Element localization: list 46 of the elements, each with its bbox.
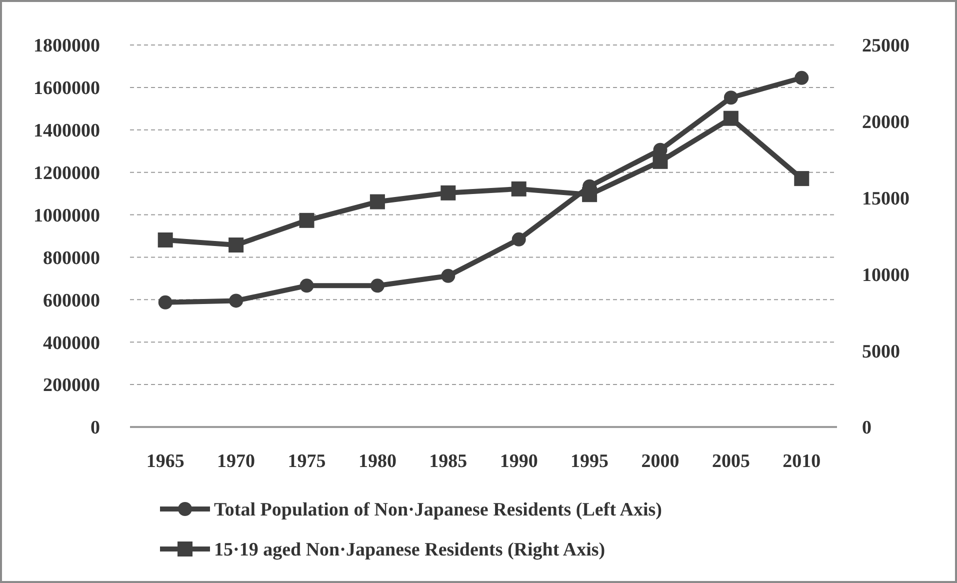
point xyxy=(440,185,456,200)
x-tick-label: 2005 xyxy=(712,451,750,472)
y2-tick-label: 0 xyxy=(862,418,872,439)
y-tick-label: 800000 xyxy=(43,248,100,269)
y2-tick-label: 15000 xyxy=(862,188,910,210)
point xyxy=(228,238,244,253)
y-tick-label: 1000000 xyxy=(34,205,100,226)
point xyxy=(158,295,172,310)
point xyxy=(370,194,385,210)
x-tick-label: 1965 xyxy=(146,451,184,472)
point xyxy=(794,70,809,85)
y2-tick-label: 25000 xyxy=(862,36,910,57)
x-tick-label: 1990 xyxy=(500,451,538,472)
point xyxy=(299,212,314,228)
x-tick-label: 1985 xyxy=(429,451,468,472)
y-tick-label: 1800000 xyxy=(34,36,100,57)
x-tick-label: 2000 xyxy=(641,451,680,472)
y2-tick-label: 5000 xyxy=(862,341,900,362)
y-tick-label: 600000 xyxy=(43,290,100,312)
y-tick-label: 0 xyxy=(90,418,100,439)
legend-label: Total Population of Non·Japanese Residents (Left Axis) xyxy=(214,500,662,521)
y2-tick-label: 20000 xyxy=(862,112,910,134)
point xyxy=(300,278,314,293)
point xyxy=(794,171,810,186)
point xyxy=(370,278,384,293)
point xyxy=(582,187,598,202)
point xyxy=(512,232,526,246)
y-tick-label: 1400000 xyxy=(34,120,100,142)
y2-tick-label: 10000 xyxy=(862,264,910,286)
point xyxy=(158,232,173,248)
x-tick-label: 1970 xyxy=(217,451,256,472)
x-tick-label: 1995 xyxy=(570,451,609,472)
point xyxy=(724,90,738,105)
y-tick-label: 1600000 xyxy=(34,78,100,100)
point xyxy=(441,268,456,283)
point xyxy=(229,294,244,308)
point xyxy=(652,154,668,169)
y-tick-label: 1200000 xyxy=(34,162,100,184)
legend-label: 15·19 aged Non·Japanese Residents (Right Axis) xyxy=(214,540,606,561)
point xyxy=(511,181,526,196)
x-tick-label: 1980 xyxy=(358,451,396,472)
y-tick-label: 400000 xyxy=(43,332,100,354)
x-tick-label: 2010 xyxy=(782,451,821,472)
x-tick-label: 1975 xyxy=(288,451,326,472)
point xyxy=(723,110,738,126)
y-tick-label: 200000 xyxy=(43,375,100,396)
